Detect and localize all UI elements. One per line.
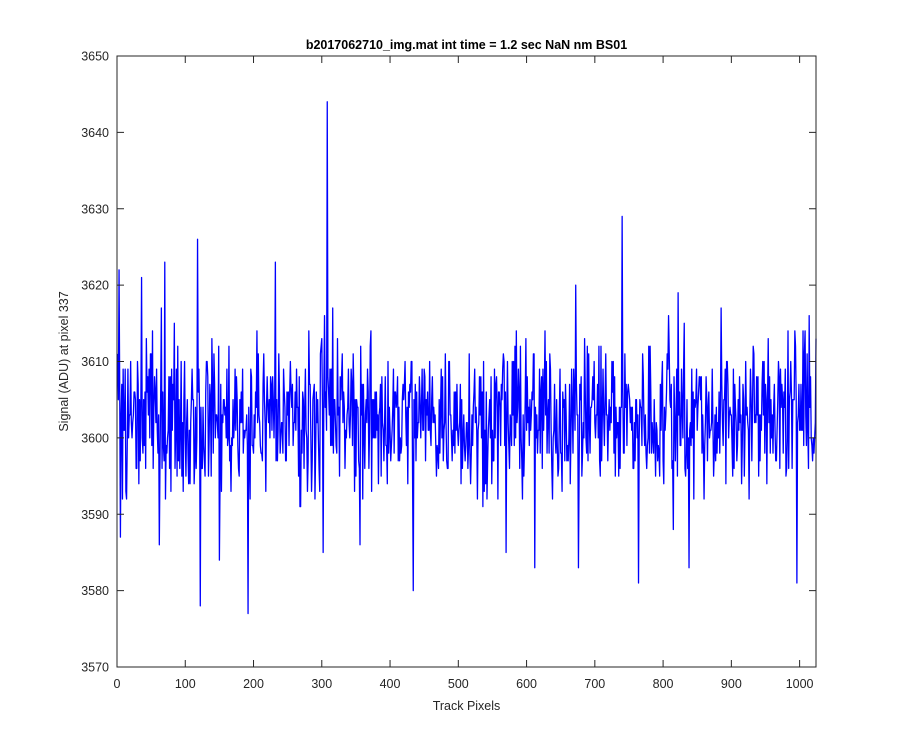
y-tick-label: 3630 bbox=[81, 202, 109, 216]
series-layer bbox=[117, 101, 817, 615]
y-tick-label: 3570 bbox=[81, 661, 109, 675]
y-tick-label: 3650 bbox=[81, 50, 109, 64]
y-tick-label: 3640 bbox=[81, 126, 109, 140]
x-tick-label: 500 bbox=[448, 677, 469, 691]
x-tick-label: 1000 bbox=[786, 677, 814, 691]
x-tick-label: 100 bbox=[175, 677, 196, 691]
x-tick-label: 300 bbox=[311, 677, 332, 691]
y-tick-label: 3580 bbox=[81, 584, 109, 598]
y-tick-label: 3590 bbox=[81, 508, 109, 522]
x-tick-label: 800 bbox=[653, 677, 674, 691]
y-tick-label: 3620 bbox=[81, 279, 109, 293]
x-tick-label: 600 bbox=[516, 677, 537, 691]
x-tick-label: 400 bbox=[380, 677, 401, 691]
y-tick-label: 3600 bbox=[81, 431, 109, 445]
x-tick-label: 0 bbox=[114, 677, 121, 691]
x-axis-label: Track Pixels bbox=[433, 699, 501, 713]
signal-series-line bbox=[117, 101, 817, 615]
x-tick-label: 200 bbox=[243, 677, 264, 691]
x-tick-label: 900 bbox=[721, 677, 742, 691]
axes-layer: 0 100 200 300 400 500 600 700 800 900 1000 3570 3580… bbox=[81, 50, 817, 691]
chart-title: b2017062710_img.mat int time = 1.2 sec N… bbox=[306, 38, 627, 52]
y-axis-label: Signal (ADU) at pixel 337 bbox=[57, 291, 71, 431]
plot-area bbox=[117, 56, 816, 667]
y-tick-label: 3610 bbox=[81, 355, 109, 369]
x-tick-label: 700 bbox=[584, 677, 605, 691]
